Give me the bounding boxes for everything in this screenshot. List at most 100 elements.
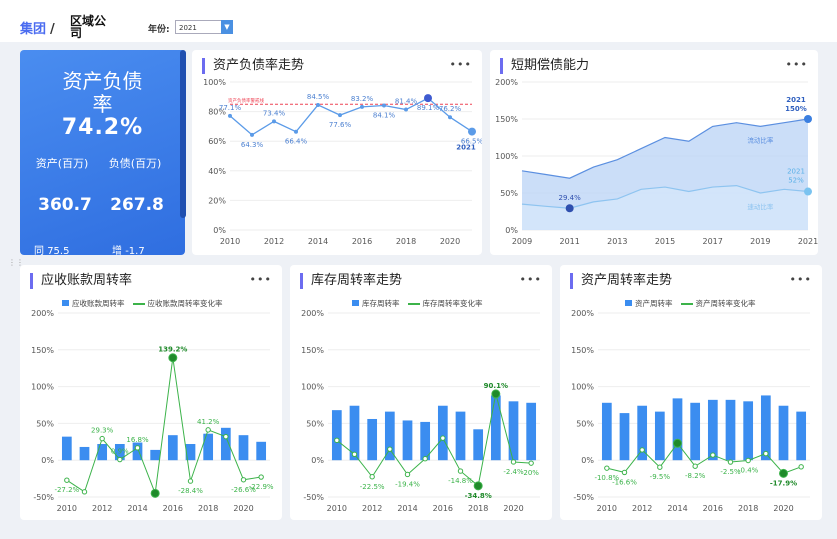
y-tick-label: 0%	[213, 226, 226, 235]
more-menu-icon[interactable]: •••	[249, 273, 272, 286]
last-year-label: 2021	[456, 144, 476, 152]
series-name: 流动比率	[747, 135, 774, 144]
line-label: -2.4%	[503, 468, 524, 476]
y-tick-label: 60%	[208, 137, 226, 146]
data-label-year: 2021	[787, 168, 805, 176]
legend-line-label: 资产周转率变化率	[695, 299, 756, 308]
line-label: 29.3%	[91, 427, 114, 435]
line-point	[205, 427, 211, 433]
debt-ratio-card: 资产负债率走势 ••• 0% 20% 40% 60% 80% 100% 2010 2012 20…	[192, 50, 482, 255]
y-tick-label: 100%	[495, 152, 518, 161]
y-tick-label: 50%	[306, 419, 324, 428]
x-tick-label: 2019	[750, 237, 770, 246]
line-point	[763, 450, 769, 457]
line-label: -17.9%	[770, 479, 797, 487]
bar	[437, 405, 448, 461]
x-tick-label: 2018	[738, 504, 758, 513]
solvency-card: 短期偿债能力 ••• 0% 50% 100% 150% 200% 2009 2011 2013…	[490, 50, 818, 255]
bar	[150, 449, 161, 461]
data-point	[424, 94, 432, 103]
warning-label: 资产负债率警戒线	[228, 97, 264, 104]
more-menu-icon[interactable]: •••	[519, 273, 542, 286]
data-label: 81.4%	[395, 98, 418, 106]
x-tick-label: 2014	[667, 504, 687, 513]
kpi-title: 资产负债率	[62, 69, 143, 116]
inventory-chart: -50% 0% 50% 100% 150% 200% 2010 2012 2014 2016 201…	[301, 309, 540, 513]
data-point	[565, 204, 574, 213]
line-point	[99, 435, 105, 442]
x-tick-label: 2010	[57, 504, 77, 513]
y-tick-label: 150%	[301, 346, 324, 355]
data-label: 66.4%	[285, 138, 308, 146]
data-label: 77.1%	[219, 104, 242, 112]
solvency-chart: 0% 50% 100% 150% 200% 2009 2011 2013 2015 2017 201…	[495, 78, 818, 246]
solvency-title: 短期偿债能力	[500, 58, 589, 74]
data-point	[272, 119, 276, 124]
more-menu-icon[interactable]: •••	[785, 58, 808, 71]
x-tick-label: 2010	[597, 504, 617, 513]
breadcrumb-current: 区域公司	[70, 14, 107, 40]
line-point	[369, 474, 375, 480]
x-tick-label: 2016	[163, 504, 183, 513]
y-tick-label: 50%	[500, 189, 518, 198]
y-tick-label: 20%	[208, 196, 226, 205]
data-label: 76.2%	[439, 105, 462, 113]
bar	[654, 411, 665, 461]
y-tick-label: 50%	[576, 419, 594, 428]
receivable-card: 应收账款周转率 ••• -50% 0% 50% 100% 150% 200% 2010 201…	[20, 265, 282, 520]
line-point	[258, 474, 264, 480]
drag-handle-icon[interactable]: ⋮⋮	[8, 258, 24, 267]
line-label: -28.4%	[178, 487, 203, 495]
y-tick-label: 80%	[208, 108, 226, 117]
data-point	[804, 115, 812, 123]
line-point	[673, 438, 682, 448]
bar	[220, 427, 231, 461]
data-label: 52%	[788, 177, 804, 185]
line-label: -0.4%	[738, 466, 759, 474]
line-point	[64, 477, 70, 483]
line-point	[440, 435, 446, 441]
x-tick-label: 2012	[632, 504, 652, 513]
year-select[interactable]: 2021 ▼	[175, 20, 233, 34]
x-tick-label: 2021	[798, 237, 818, 246]
line-label: 0.9%	[111, 448, 129, 456]
line-label: -26.6%	[231, 486, 256, 494]
bar	[367, 418, 378, 461]
line-point	[223, 433, 229, 440]
data-label: 89.1%	[417, 104, 440, 112]
more-menu-icon[interactable]: •••	[789, 273, 812, 286]
y-tick-label: -50%	[303, 493, 324, 502]
series-line	[606, 442, 802, 474]
data-label: 84.5%	[307, 93, 330, 101]
data-label: 83.2%	[351, 95, 374, 103]
assets-turnover-chart: -50% 0% 50% 100% 150% 200% 2010 2012 2014 2016 201…	[571, 309, 810, 513]
line-label: 16.8%	[126, 436, 149, 444]
chevron-down-icon[interactable]: ▼	[221, 20, 233, 34]
kpi-scrollbar[interactable]	[180, 50, 186, 218]
bar	[402, 420, 413, 461]
bar	[167, 435, 178, 461]
kpi-assets-value: 360.7	[38, 195, 92, 215]
y-tick-label: 200%	[571, 309, 594, 318]
data-point	[338, 113, 342, 118]
breadcrumb-group-link[interactable]: 集团	[20, 22, 47, 37]
bar	[526, 402, 537, 461]
line-point	[745, 457, 751, 464]
legend-line-swatch	[680, 303, 693, 305]
line-point	[134, 445, 141, 451]
x-tick-label: 2014	[127, 504, 147, 513]
legend-bar-swatch	[352, 300, 359, 306]
data-label: 64.3%	[241, 141, 264, 149]
inventory-card: 库存周转率走势 ••• -50% 0% 50% 100% 150% 200% 2010 201…	[290, 265, 552, 520]
line-point	[117, 456, 123, 463]
line-label: -8.2%	[685, 472, 706, 480]
receivable-chart: -50% 0% 50% 100% 150% 200% 2010 2012 2014 2016 201…	[31, 309, 274, 513]
data-label: 66.5%	[461, 138, 482, 146]
data-label-year: 2021	[786, 96, 806, 104]
more-menu-icon[interactable]: •••	[449, 58, 472, 71]
kpi-mom-label: 增	[112, 246, 122, 257]
legend-line-swatch	[132, 303, 145, 305]
bar	[114, 444, 125, 461]
bar	[420, 421, 431, 461]
y-tick-label: 200%	[495, 78, 518, 87]
